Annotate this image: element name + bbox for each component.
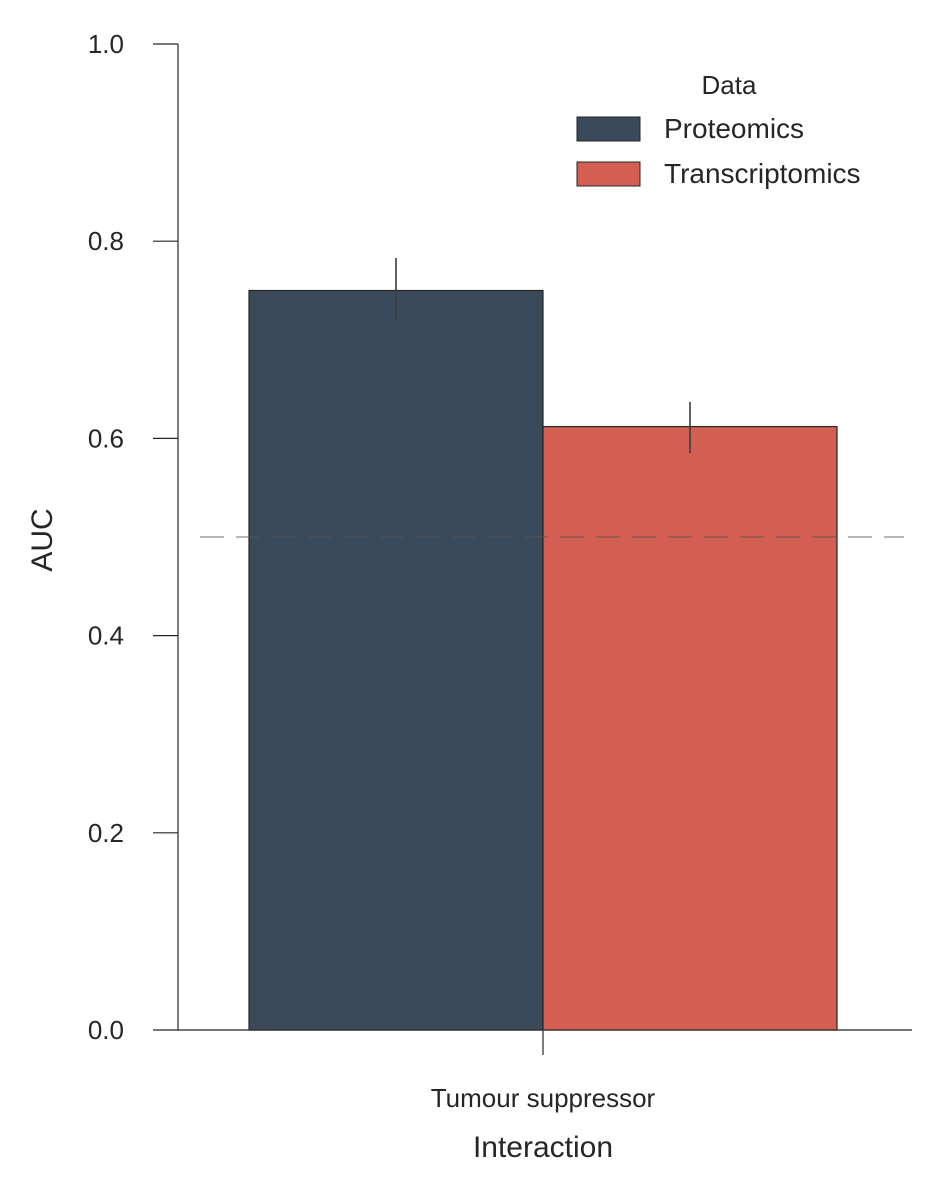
y-axis-title: AUC xyxy=(26,508,59,571)
x-ticks: Tumour suppressor xyxy=(431,1030,656,1113)
y-tick-label: 0.2 xyxy=(88,818,124,848)
y-tick-label: 0.8 xyxy=(88,226,124,256)
legend-title: Data xyxy=(702,70,757,100)
legend-swatch-transcriptomics xyxy=(576,161,641,187)
bar-proteomics xyxy=(248,289,544,1031)
bar-transcriptomics xyxy=(542,425,838,1031)
legend: Data Proteomics Transcriptomics xyxy=(576,70,861,189)
x-tick-label: Tumour suppressor xyxy=(431,1083,656,1113)
bars xyxy=(248,257,838,1031)
y-tick-label: 0.0 xyxy=(88,1015,124,1045)
y-ticks: 0.0 0.2 0.4 0.6 0.8 1.0 xyxy=(88,29,178,1045)
y-tick-label: 0.4 xyxy=(88,621,124,651)
x-axis-title: Interaction xyxy=(473,1131,613,1164)
legend-label-transcriptomics: Transcriptomics xyxy=(664,158,861,189)
y-tick-label: 0.6 xyxy=(88,423,124,453)
legend-label-proteomics: Proteomics xyxy=(664,113,804,144)
y-tick-label: 1.0 xyxy=(88,29,124,59)
legend-swatch-proteomics xyxy=(576,116,641,142)
